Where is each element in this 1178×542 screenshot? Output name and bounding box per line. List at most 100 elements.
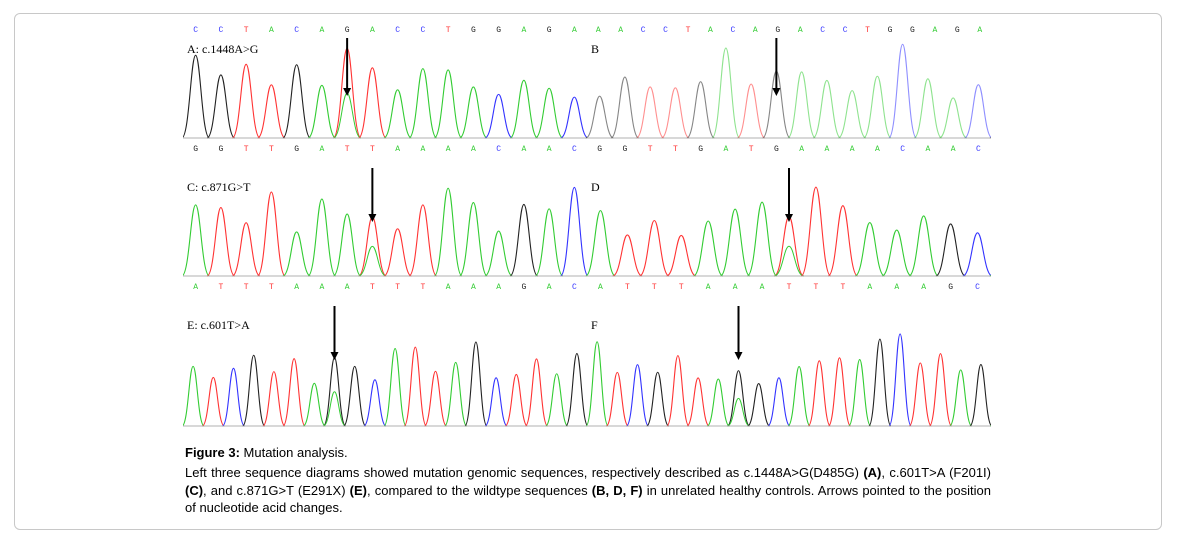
- bottom-base-letter: G: [193, 145, 198, 154]
- peak-trace: [458, 201, 488, 277]
- top-base-letter: C: [730, 26, 735, 35]
- peak-trace: [625, 364, 650, 427]
- peak-trace: [711, 47, 741, 139]
- bottom-base-letter: A: [921, 283, 926, 292]
- top-base-letter: C: [420, 26, 425, 35]
- peak-trace: [262, 371, 286, 427]
- bottom-base-letter: A: [547, 283, 552, 292]
- caption-text: Left three sequence diagrams showed muta…: [185, 465, 864, 480]
- peak-trace: [807, 360, 831, 427]
- peak-trace: [408, 204, 438, 277]
- bottom-base-letter: G: [597, 145, 602, 154]
- peak-trace: [484, 93, 513, 139]
- peak-trace: [423, 370, 448, 427]
- peak-trace: [963, 84, 991, 139]
- panel-label: C: c.871G>T: [187, 180, 251, 194]
- top-base-letter: T: [244, 26, 249, 35]
- peak-trace: [868, 338, 892, 427]
- peak-trace: [646, 371, 670, 427]
- top-base-letter: C: [218, 26, 223, 35]
- peak-trace: [767, 377, 791, 427]
- peak-trace: [183, 204, 211, 277]
- bottom-base-letter: T: [652, 283, 657, 292]
- bottom-base-letter: A: [294, 283, 299, 292]
- top-base-letter: G: [888, 26, 893, 35]
- bottom-base-letter: A: [799, 145, 804, 154]
- bottom-base-letter: G: [698, 145, 703, 154]
- top-base-letter: G: [345, 26, 350, 35]
- peak-trace: [612, 234, 643, 277]
- peak-trace: [302, 382, 326, 427]
- bottom-base-letter: A: [420, 145, 425, 154]
- bottom-base-letter: G: [774, 145, 779, 154]
- peak-trace: [363, 379, 387, 427]
- peak-trace: [587, 341, 609, 427]
- peak-trace: [509, 79, 539, 139]
- peak-trace: [559, 186, 587, 277]
- caption-text: , and c.871G>T (E291X): [203, 482, 350, 498]
- bottom-base-letter: A: [867, 283, 872, 292]
- bottom-base-letter: C: [572, 145, 577, 154]
- secondary-peak-trace: [773, 245, 805, 277]
- mutation-arrow-head: [343, 88, 352, 96]
- panel-e: E: c.601T>A: [183, 296, 587, 434]
- peak-trace: [183, 54, 211, 139]
- peak-trace: [827, 357, 852, 427]
- peak-trace: [989, 136, 991, 139]
- peak-trace: [383, 89, 413, 139]
- caption-panel-ref: (B, D, F): [591, 482, 643, 498]
- top-base-letter: T: [446, 26, 451, 35]
- peak-trace: [256, 191, 286, 277]
- peak-trace: [989, 424, 991, 427]
- bottom-base-letter: A: [547, 145, 552, 154]
- peak-trace: [433, 69, 463, 139]
- peak-trace: [403, 346, 427, 427]
- peak-trace: [638, 219, 670, 277]
- bottom-base-letter: A: [471, 145, 476, 154]
- top-base-letter: A: [596, 26, 601, 35]
- bottom-base-letter: A: [598, 283, 603, 292]
- peak-trace: [383, 348, 407, 427]
- panel-c: A T T T A A A T T T A A A G A C C: c.871G>T: [183, 158, 587, 296]
- peak-trace: [726, 370, 751, 427]
- bottom-base-letter: A: [850, 145, 855, 154]
- panel-label: E: c.601T>A: [187, 318, 250, 332]
- peak-trace: [969, 364, 991, 427]
- peak-trace: [242, 354, 266, 427]
- peak-trace: [231, 222, 261, 277]
- bottom-base-letter: A: [925, 145, 930, 154]
- bottom-base-letter: T: [395, 283, 400, 292]
- top-base-letter: T: [865, 26, 870, 35]
- bottom-base-letter: T: [420, 283, 425, 292]
- bottom-base-letter: C: [572, 283, 577, 292]
- peak-trace: [938, 97, 968, 139]
- peak-trace: [666, 355, 690, 427]
- bottom-base-letter: T: [814, 283, 819, 292]
- peak-trace: [332, 213, 362, 277]
- bottom-base-letter: A: [395, 145, 400, 154]
- peak-trace: [524, 358, 549, 427]
- chromatogram-figure: C C T A C A G A C C T G G A G A G G T T G A T T A A A A C A A C A: c.14…: [183, 20, 991, 434]
- peak-trace: [183, 365, 205, 427]
- peak-trace: [560, 96, 587, 139]
- peak-trace: [206, 74, 236, 139]
- bottom-base-letter: G: [521, 283, 526, 292]
- bottom-base-letter: T: [840, 283, 845, 292]
- top-base-letter: A: [618, 26, 623, 35]
- peak-trace: [800, 186, 832, 277]
- bottom-base-letter: T: [370, 145, 375, 154]
- mutation-arrow-head: [772, 88, 781, 96]
- bottom-base-letter: A: [471, 283, 476, 292]
- bottom-base-letter: A: [706, 283, 711, 292]
- peak-trace: [908, 362, 932, 427]
- peak-trace: [736, 83, 766, 139]
- peak-trace: [949, 369, 973, 427]
- panel-label: D: [591, 180, 600, 194]
- bottom-base-letter: T: [673, 145, 678, 154]
- bottom-base-letter: T: [370, 283, 375, 292]
- panel-b: A A C C T A C A G A C C T G G A G A G G T T G A T G A A A A C A A C B: [587, 20, 991, 158]
- secondary-peak-trace: [323, 391, 346, 427]
- bottom-base-letter: C: [976, 145, 981, 154]
- peak-trace: [747, 383, 771, 427]
